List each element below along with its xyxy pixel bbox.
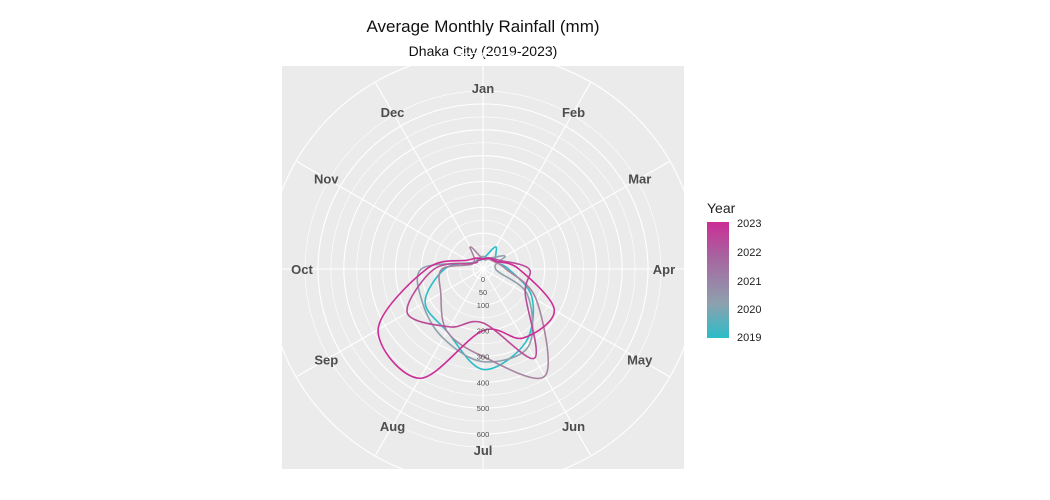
r-tick-label: 400 <box>477 378 490 387</box>
r-tick-label: 100 <box>477 301 490 310</box>
month-label-jun: Jun <box>562 419 585 434</box>
r-tick-label: 600 <box>477 430 490 439</box>
r-tick-label: 200 <box>477 327 490 336</box>
month-label-feb: Feb <box>562 105 585 120</box>
month-label-sep: Sep <box>314 353 338 368</box>
axis-labels: Jan Feb Mar Apr May Jun Jul Aug Sep Oct Nov Dec 0 50 1… <box>291 81 675 458</box>
grid-ring <box>266 52 700 486</box>
chart-subtitle: Dhaka City (2019-2023) <box>408 43 558 59</box>
legend-label-2023: 2023 <box>737 218 762 230</box>
grid-spoke <box>482 161 670 270</box>
legend-title: Year <box>707 200 736 216</box>
grid-spoke <box>375 268 484 456</box>
month-label-jul: Jul <box>474 443 493 458</box>
legend-label-2021: 2021 <box>737 276 762 288</box>
legend-label-2020: 2020 <box>737 304 762 316</box>
month-label-apr: Apr <box>653 262 675 277</box>
series-line-2023 <box>377 257 556 380</box>
grid-spoke <box>296 161 484 270</box>
grid-spoke <box>296 268 484 377</box>
month-label-nov: Nov <box>314 172 339 187</box>
r-tick-label: 50 <box>479 288 487 297</box>
r-tick-label: 500 <box>477 404 490 413</box>
month-label-mar: Mar <box>628 172 651 187</box>
legend-colorbar <box>707 222 729 338</box>
grid-spoke <box>482 82 591 270</box>
month-label-dec: Dec <box>381 105 405 120</box>
grid <box>266 52 700 486</box>
grid-spoke <box>482 268 670 377</box>
month-label-oct: Oct <box>291 262 313 277</box>
month-label-may: May <box>627 353 653 368</box>
r-tick-label: 0 <box>481 275 485 284</box>
series-layer <box>377 246 556 380</box>
legend-label-2019: 2019 <box>737 332 762 344</box>
chart-title: Average Monthly Rainfall (mm) <box>366 17 600 36</box>
month-label-aug: Aug <box>380 419 405 434</box>
legend-label-2022: 2022 <box>737 247 762 259</box>
month-label-jan: Jan <box>472 81 494 96</box>
r-tick-label: 300 <box>477 353 490 362</box>
grid-spoke <box>482 268 591 456</box>
grid-spoke <box>375 82 484 270</box>
